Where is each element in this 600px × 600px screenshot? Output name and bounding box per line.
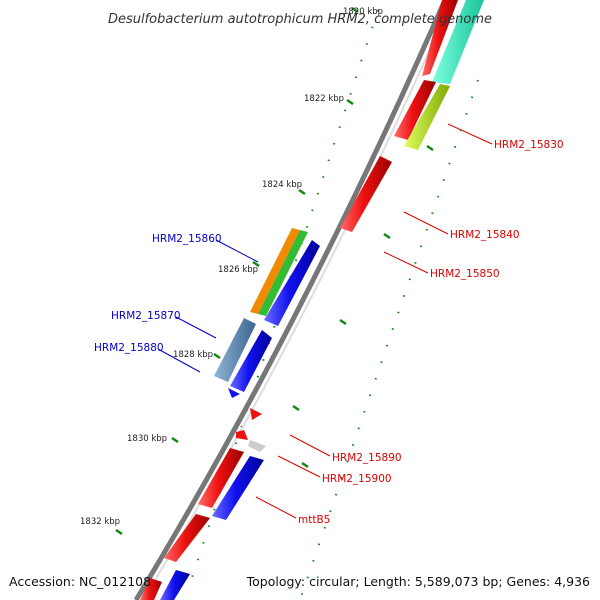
accession-text: Accession: NC_012108 xyxy=(9,574,151,589)
gene-bar-red-top[interactable] xyxy=(422,0,458,76)
gene-bar-blue-mttB5[interactable] xyxy=(212,456,264,520)
tick-label-1826: 1826 kbp xyxy=(218,265,258,275)
gene-bar-blue-small[interactable] xyxy=(228,388,240,398)
gene-bar-red-mttB5-a[interactable] xyxy=(198,448,244,508)
gene-bar-red-15830[interactable] xyxy=(394,80,436,140)
gene-bar-grey-15900[interactable] xyxy=(248,440,266,452)
gene-label-hrm2-15850[interactable]: HRM2_15850 xyxy=(430,268,500,280)
gene-bar-orange-15860[interactable] xyxy=(250,228,300,314)
map-title: Desulfobacterium autotrophicum HRM2, com… xyxy=(108,12,492,27)
tick-label-1832: 1832 kbp xyxy=(80,517,120,527)
callout-lines xyxy=(157,123,493,519)
gene-bar-red-lower[interactable] xyxy=(164,514,210,562)
gene-bar-steel-15870[interactable] xyxy=(214,318,256,382)
tick-label-1822: 1822 kbp xyxy=(304,94,344,104)
tick-label-1824: 1824 kbp xyxy=(262,180,302,190)
gene-bar-teal[interactable] xyxy=(432,0,484,84)
gene-bar-red-15840[interactable] xyxy=(340,156,392,232)
gene-bar-red-15890[interactable] xyxy=(250,408,262,420)
tick-label-1820: 1820 kbp xyxy=(343,7,383,17)
gene-label-mttb5[interactable]: mttB5 xyxy=(298,514,330,526)
gene-label-hrm2-15890[interactable]: HRM2_15890 xyxy=(332,452,402,464)
genome-summary-text: Topology: circular; Length: 5,589,073 bp… xyxy=(246,574,590,589)
gene-label-hrm2-15870[interactable]: HRM2_15870 xyxy=(111,310,181,322)
gene-bar-red-bottom[interactable] xyxy=(140,578,162,600)
tick-label-1828: 1828 kbp xyxy=(173,350,213,360)
gene-bar-green-15860[interactable] xyxy=(258,230,308,316)
gene-bar-blue-15880[interactable] xyxy=(230,330,272,392)
gene-bar-blue-bottom[interactable] xyxy=(160,570,190,600)
genome-backbone xyxy=(133,0,448,600)
gene-label-hrm2-15900[interactable]: HRM2_15900 xyxy=(322,473,392,485)
gene-label-hrm2-15830[interactable]: HRM2_15830 xyxy=(494,139,564,151)
gene-bar-lime-15830[interactable] xyxy=(404,84,450,150)
gene-bar-red-15900[interactable] xyxy=(236,430,248,440)
gene-label-hrm2-15880[interactable]: HRM2_15880 xyxy=(94,342,164,354)
feature-track-reverse xyxy=(214,228,320,398)
gene-label-hrm2-15860[interactable]: HRM2_15860 xyxy=(152,233,222,245)
feature-track-forward xyxy=(140,0,484,600)
tick-label-1830: 1830 kbp xyxy=(127,434,167,444)
genome-backbone-highlight xyxy=(142,0,453,600)
gene-label-hrm2-15840[interactable]: HRM2_15840 xyxy=(450,229,520,241)
tick-marks xyxy=(115,6,434,536)
gene-bar-blue-15860[interactable] xyxy=(264,240,320,326)
